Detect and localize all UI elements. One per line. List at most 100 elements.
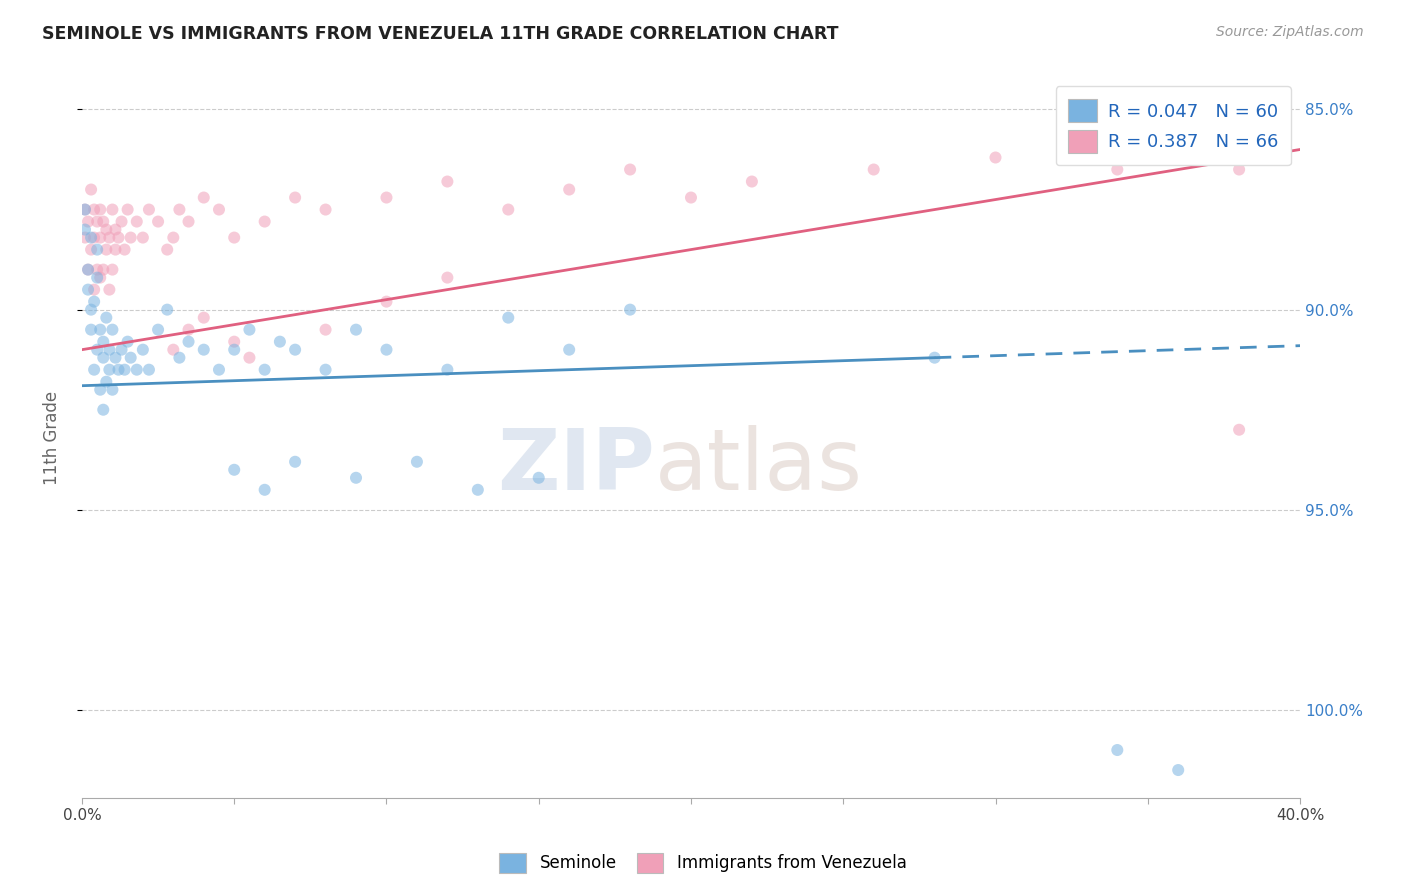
Point bbox=[91, 262, 114, 277]
Point bbox=[344, 323, 367, 337]
Point bbox=[619, 302, 641, 317]
Point bbox=[77, 262, 100, 277]
Point bbox=[104, 243, 127, 257]
Point bbox=[96, 375, 118, 389]
Point bbox=[132, 343, 155, 357]
Point bbox=[1227, 423, 1250, 437]
Legend: Seminole, Immigrants from Venezuela: Seminole, Immigrants from Venezuela bbox=[494, 847, 912, 880]
Point bbox=[101, 383, 124, 397]
Point bbox=[436, 362, 458, 376]
Point bbox=[253, 214, 276, 228]
Point bbox=[80, 243, 103, 257]
Point bbox=[467, 483, 489, 497]
Point bbox=[156, 243, 179, 257]
Point bbox=[984, 151, 1007, 165]
Point bbox=[253, 362, 276, 376]
Point bbox=[89, 323, 111, 337]
Point bbox=[1107, 743, 1129, 757]
Point bbox=[1258, 135, 1281, 149]
Point bbox=[224, 230, 246, 244]
Point bbox=[619, 162, 641, 177]
Point bbox=[89, 202, 111, 217]
Point bbox=[498, 202, 520, 217]
Point bbox=[117, 202, 139, 217]
Point bbox=[146, 214, 169, 228]
Text: SEMINOLE VS IMMIGRANTS FROM VENEZUELA 11TH GRADE CORRELATION CHART: SEMINOLE VS IMMIGRANTS FROM VENEZUELA 11… bbox=[42, 25, 839, 43]
Point bbox=[862, 162, 884, 177]
Legend: R = 0.047   N = 60, R = 0.387   N = 66: R = 0.047 N = 60, R = 0.387 N = 66 bbox=[1056, 87, 1291, 165]
Point bbox=[284, 190, 307, 204]
Point bbox=[83, 202, 105, 217]
Point bbox=[1107, 162, 1129, 177]
Point bbox=[73, 222, 96, 236]
Point bbox=[80, 323, 103, 337]
Point bbox=[91, 334, 114, 349]
Point bbox=[1274, 151, 1296, 165]
Point bbox=[169, 351, 191, 365]
Point bbox=[1227, 162, 1250, 177]
Point bbox=[162, 343, 184, 357]
Point bbox=[224, 463, 246, 477]
Point bbox=[177, 214, 200, 228]
Point bbox=[83, 283, 105, 297]
Point bbox=[132, 230, 155, 244]
Text: Source: ZipAtlas.com: Source: ZipAtlas.com bbox=[1216, 25, 1364, 39]
Point bbox=[498, 310, 520, 325]
Text: atlas: atlas bbox=[654, 425, 862, 508]
Point bbox=[89, 270, 111, 285]
Point bbox=[924, 351, 946, 365]
Point bbox=[114, 243, 136, 257]
Point bbox=[86, 214, 108, 228]
Point bbox=[208, 362, 231, 376]
Point bbox=[77, 283, 100, 297]
Point bbox=[77, 214, 100, 228]
Point bbox=[98, 283, 121, 297]
Point bbox=[114, 362, 136, 376]
Point bbox=[138, 362, 160, 376]
Point bbox=[98, 230, 121, 244]
Point bbox=[104, 222, 127, 236]
Point bbox=[73, 202, 96, 217]
Point bbox=[284, 343, 307, 357]
Point bbox=[125, 362, 148, 376]
Point bbox=[138, 202, 160, 217]
Point bbox=[80, 230, 103, 244]
Point bbox=[101, 262, 124, 277]
Point bbox=[86, 262, 108, 277]
Point bbox=[315, 362, 337, 376]
Point bbox=[86, 343, 108, 357]
Point bbox=[110, 214, 132, 228]
Point bbox=[80, 182, 103, 196]
Point bbox=[177, 334, 200, 349]
Point bbox=[344, 471, 367, 485]
Point bbox=[110, 343, 132, 357]
Point bbox=[156, 302, 179, 317]
Point bbox=[193, 343, 215, 357]
Point bbox=[101, 202, 124, 217]
Point bbox=[73, 202, 96, 217]
Point bbox=[120, 351, 142, 365]
Point bbox=[107, 362, 129, 376]
Point bbox=[83, 294, 105, 309]
Point bbox=[375, 294, 398, 309]
Point bbox=[558, 182, 581, 196]
Point bbox=[269, 334, 291, 349]
Point bbox=[169, 202, 191, 217]
Point bbox=[315, 202, 337, 217]
Point bbox=[80, 302, 103, 317]
Point bbox=[679, 190, 702, 204]
Point bbox=[98, 362, 121, 376]
Point bbox=[375, 343, 398, 357]
Point bbox=[86, 270, 108, 285]
Point bbox=[193, 310, 215, 325]
Point bbox=[558, 343, 581, 357]
Point bbox=[436, 175, 458, 189]
Y-axis label: 11th Grade: 11th Grade bbox=[44, 391, 60, 485]
Point bbox=[96, 310, 118, 325]
Point bbox=[741, 175, 763, 189]
Point bbox=[238, 323, 260, 337]
Point bbox=[162, 230, 184, 244]
Point bbox=[107, 230, 129, 244]
Point bbox=[91, 351, 114, 365]
Point bbox=[89, 383, 111, 397]
